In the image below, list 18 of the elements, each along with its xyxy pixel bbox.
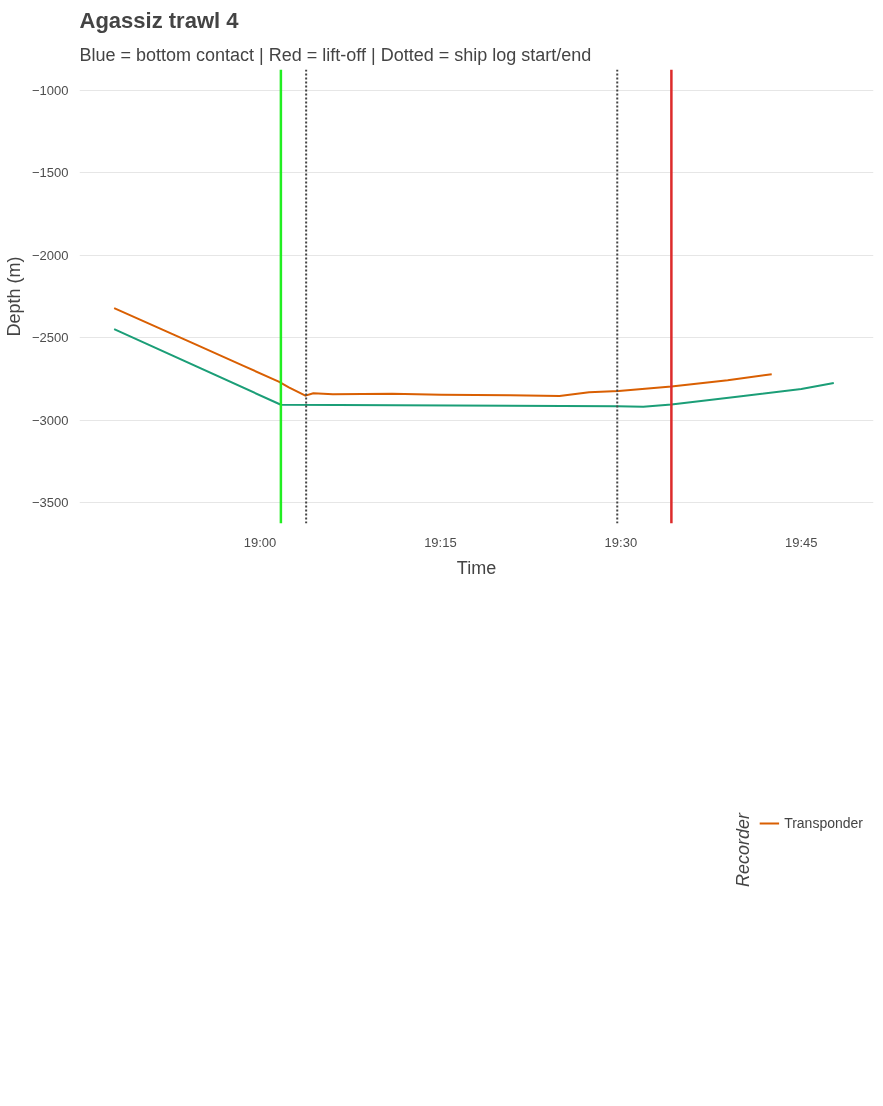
y-tick-label: −2000 — [31, 247, 69, 263]
x-axis-title: Time — [456, 557, 497, 578]
x-tick-label: 19:00 — [243, 534, 277, 550]
y-axis-title: Depth (m) — [3, 256, 24, 337]
legend-title: Recorder — [733, 812, 755, 888]
chart-title: Agassiz trawl 4 — [79, 7, 240, 33]
legend-label: Transponder — [784, 814, 863, 831]
y-tick-label: −1000 — [31, 82, 69, 98]
y-tick-label: −1500 — [31, 165, 69, 181]
chart-subtitle: Blue = bottom contact | Red = lift-off | Dotted = ship log start/end — [79, 44, 592, 65]
y-tick-label: −2500 — [31, 330, 69, 346]
x-tick-label: 19:30 — [604, 534, 638, 550]
line-series — [113, 307, 773, 397]
x-tick-label: 19:15 — [424, 534, 457, 550]
y-tick-label: −3000 — [31, 412, 69, 428]
y-tick-label: −3500 — [31, 495, 69, 511]
line-series — [113, 328, 835, 408]
x-tick-label: 19:45 — [785, 534, 818, 550]
